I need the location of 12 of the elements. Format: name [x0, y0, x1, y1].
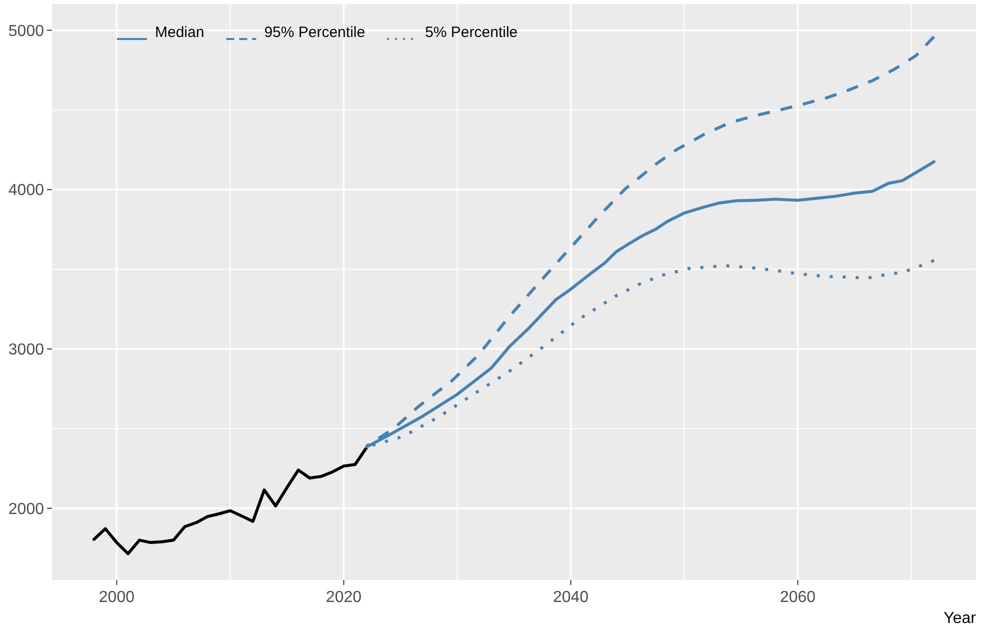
y-tick-label: 2000	[8, 500, 44, 518]
x-tick-label: 2060	[780, 589, 816, 606]
x-axis-title: Year	[944, 610, 977, 627]
x-tick-label: 2000	[98, 589, 135, 606]
legend-label: 95% Percentile	[264, 24, 366, 41]
x-tick-label: 2020	[326, 589, 362, 606]
x-tick-label: 2040	[552, 589, 589, 606]
legend-label: 5% Percentile	[425, 24, 518, 41]
legend-label: Median	[155, 24, 204, 41]
y-tick-label: 3000	[8, 342, 44, 359]
y-tick-label: 5000	[8, 22, 44, 40]
y-tick-label: 4000	[8, 182, 44, 200]
